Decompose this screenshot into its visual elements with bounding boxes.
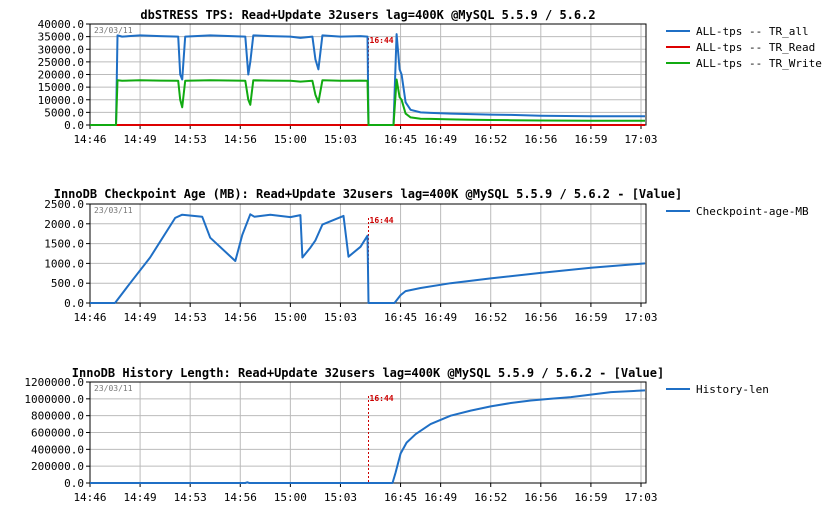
y-tick-label: 0.0 <box>64 297 84 310</box>
x-tick-label: 16:52 <box>474 133 507 146</box>
y-tick-label: 400000.0 <box>31 443 84 456</box>
series-line <box>90 78 645 126</box>
chart-3: InnoDB History Length: Read+Update 32use… <box>24 366 768 504</box>
legend-label: ALL-tps -- TR_Write <box>696 57 822 70</box>
y-tick-label: 0.0 <box>64 119 84 132</box>
y-tick-label: 10000.0 <box>38 94 84 107</box>
x-tick-label: 16:56 <box>524 491 557 504</box>
y-tick-label: 200000.0 <box>31 460 84 473</box>
x-tick-label: 14:49 <box>124 133 157 146</box>
time-marker-label: 16:44 <box>370 394 394 403</box>
series-line <box>90 389 646 484</box>
y-tick-label: 0.0 <box>64 477 84 490</box>
y-tick-label: 20000.0 <box>38 69 84 82</box>
y-tick-label: 1000000.0 <box>24 393 84 406</box>
x-tick-label: 16:59 <box>574 133 607 146</box>
x-tick-label: 16:56 <box>524 311 557 324</box>
x-tick-label: 16:45 <box>384 133 417 146</box>
series-line <box>90 213 646 304</box>
y-tick-label: 800000.0 <box>31 410 84 423</box>
x-tick-label: 14:46 <box>73 311 106 324</box>
x-tick-label: 15:03 <box>324 311 357 324</box>
x-tick-label: 15:03 <box>324 133 357 146</box>
y-tick-label: 15000.0 <box>38 81 84 94</box>
y-tick-label: 40000.0 <box>38 18 84 31</box>
x-tick-label: 16:49 <box>424 311 457 324</box>
legend-label: ALL-tps -- TR_Read <box>696 41 815 54</box>
chart-title: InnoDB History Length: Read+Update 32use… <box>72 366 664 380</box>
y-tick-label: 2500.0 <box>44 198 84 211</box>
chart-title: dbSTRESS TPS: Read+Update 32users lag=40… <box>140 8 595 22</box>
x-tick-label: 17:03 <box>624 491 657 504</box>
x-tick-label: 16:52 <box>474 311 507 324</box>
x-tick-label: 15:00 <box>274 311 307 324</box>
x-tick-label: 16:49 <box>424 133 457 146</box>
time-marker-label: 16:44 <box>370 36 394 45</box>
x-tick-label: 15:00 <box>274 491 307 504</box>
y-tick-label: 30000.0 <box>38 43 84 56</box>
x-tick-label: 14:49 <box>124 311 157 324</box>
x-tick-label: 17:03 <box>624 133 657 146</box>
x-tick-label: 16:56 <box>524 133 557 146</box>
y-tick-label: 1000.0 <box>44 257 84 270</box>
date-label: 23/03/11 <box>94 384 133 393</box>
date-label: 23/03/11 <box>94 26 133 35</box>
x-tick-label: 15:00 <box>274 133 307 146</box>
x-tick-label: 16:49 <box>424 491 457 504</box>
legend-label: History-len <box>696 383 769 396</box>
y-tick-label: 1500.0 <box>44 238 84 251</box>
date-label: 23/03/11 <box>94 206 133 215</box>
x-tick-label: 14:53 <box>174 133 207 146</box>
x-tick-label: 14:56 <box>224 491 257 504</box>
chart-title: InnoDB Checkpoint Age (MB): Read+Update … <box>54 187 683 201</box>
y-tick-label: 25000.0 <box>38 56 84 69</box>
time-marker-label: 16:44 <box>370 216 394 225</box>
series-line <box>90 33 645 126</box>
x-tick-label: 15:03 <box>324 491 357 504</box>
x-tick-label: 17:03 <box>624 311 657 324</box>
y-tick-label: 35000.0 <box>38 31 84 44</box>
y-tick-label: 500.0 <box>51 277 84 290</box>
y-tick-label: 600000.0 <box>31 427 84 440</box>
x-tick-label: 14:53 <box>174 311 207 324</box>
y-tick-label: 5000.0 <box>44 106 84 119</box>
x-tick-label: 16:52 <box>474 491 507 504</box>
x-tick-label: 14:56 <box>224 311 257 324</box>
x-tick-label: 14:56 <box>224 133 257 146</box>
x-tick-label: 16:59 <box>574 311 607 324</box>
chart-2: InnoDB Checkpoint Age (MB): Read+Update … <box>44 187 809 324</box>
x-tick-label: 14:46 <box>73 133 106 146</box>
x-tick-label: 14:53 <box>174 491 207 504</box>
y-tick-label: 1200000.0 <box>24 376 84 389</box>
y-tick-label: 2000.0 <box>44 218 84 231</box>
legend-label: Checkpoint-age-MB <box>696 205 809 218</box>
chart-1: dbSTRESS TPS: Read+Update 32users lag=40… <box>38 8 822 146</box>
legend-label: ALL-tps -- TR_all <box>696 25 809 38</box>
x-tick-label: 14:49 <box>124 491 157 504</box>
x-tick-label: 16:59 <box>574 491 607 504</box>
x-tick-label: 16:45 <box>384 491 417 504</box>
x-tick-label: 14:46 <box>73 491 106 504</box>
x-tick-label: 16:45 <box>384 311 417 324</box>
